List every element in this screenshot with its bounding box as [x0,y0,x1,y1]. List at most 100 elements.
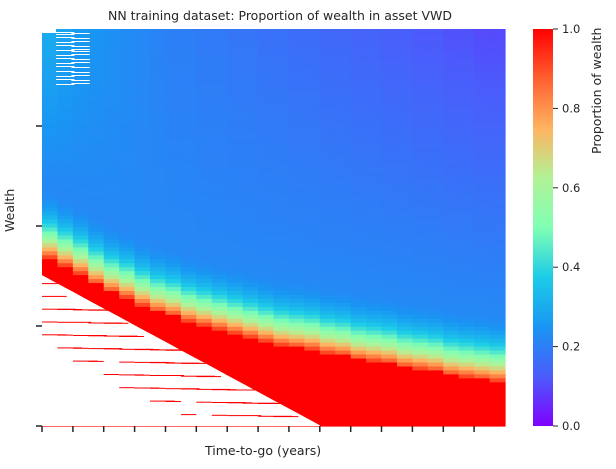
heatmap-cell [196,338,213,344]
heatmap-cell [227,283,244,288]
heatmap-cell [412,306,429,312]
heatmap-cell [211,52,228,58]
heatmap-cell [211,29,228,34]
heatmap-cell [489,251,506,256]
heatmap-cell [319,378,336,383]
heatmap-cell [119,167,136,173]
heatmap-cell [196,195,213,201]
heatmap-cell [396,227,413,233]
heatmap-cell [443,32,460,38]
heatmap-cell [88,156,105,161]
heatmap-cell [242,219,259,225]
heatmap-cell [119,275,136,280]
heatmap-cell [304,271,321,276]
heatmap-cell [489,156,506,161]
heatmap-cell [443,44,460,50]
heatmap-cell [335,132,352,137]
heatmap-cell [304,191,321,197]
heatmap-cell [412,136,429,141]
heatmap-cell [304,152,321,157]
heatmap-cell [350,330,367,336]
heatmap-cell [335,76,352,82]
heatmap-cell [258,163,275,169]
heatmap-cell [304,410,321,415]
heatmap-cell [443,175,460,181]
heatmap-cell [288,259,305,264]
heatmap-cell [57,76,74,82]
heatmap-cell [180,76,197,82]
heatmap-cell [242,187,259,193]
heatmap-cell [242,259,259,264]
heatmap-cell [396,124,413,129]
heatmap-cell [474,422,491,427]
heatmap-cell [458,219,475,225]
heatmap-cell [258,338,275,344]
heatmap-cell [381,251,398,256]
heatmap-cell [443,302,460,308]
heatmap-cell [242,40,259,46]
heatmap-cell [458,378,475,383]
heatmap-cell [72,136,89,141]
heatmap-cell [304,358,321,364]
heatmap-cell [150,167,167,173]
heatmap-cell [72,251,89,256]
heatmap-cell [150,100,167,106]
heatmap-cell [134,263,151,268]
heatmap-cell [381,211,398,217]
heatmap-cell [150,160,167,165]
heatmap-cell [412,362,429,368]
data-streak [42,295,67,297]
colorbar [533,29,553,426]
heatmap-cell [350,36,367,42]
heatmap-cell [180,199,197,205]
heatmap-cell [242,144,259,149]
heatmap-cell [335,112,352,117]
heatmap-cell [412,287,429,292]
heatmap-cell [119,183,136,189]
heatmap-cell [489,275,506,280]
heatmap-cell [458,422,475,427]
heatmap-cell [396,104,413,109]
heatmap-cell [288,124,305,129]
heatmap-cell [72,152,89,157]
heatmap-cell [196,60,213,66]
heatmap-cell [319,227,336,233]
heatmap-cell [366,116,383,121]
heatmap-cell [211,167,228,173]
heatmap-cell [319,279,336,284]
heatmap-cell [196,275,213,280]
heatmap-cell [227,342,244,348]
heatmap-cell [211,44,228,50]
heatmap-cell [88,56,105,62]
heatmap-cell [335,187,352,193]
data-streak [56,32,75,33]
heatmap-cell [366,414,383,419]
heatmap-cell [258,318,275,324]
heatmap-cell [288,68,305,74]
heatmap-cell [319,358,336,364]
heatmap-cell [273,144,290,149]
heatmap-cell [57,199,74,205]
heatmap-cell [396,211,413,217]
heatmap-cell [119,318,136,324]
heatmap-cell [273,167,290,173]
heatmap-cell [304,334,321,340]
heatmap-cell [458,334,475,340]
heatmap-cell [258,302,275,308]
heatmap-cell [103,56,120,62]
heatmap-cell [242,310,259,316]
heatmap-cell [381,314,398,320]
data-streak [71,62,90,63]
heatmap-cell [474,267,491,272]
heatmap-cell [119,152,136,157]
heatmap-cell [396,346,413,352]
heatmap-cell [304,275,321,280]
heatmap-cell [211,140,228,145]
heatmap-cell [288,223,305,229]
heatmap-cell [489,183,506,189]
heatmap-cell [319,263,336,268]
heatmap-cell [242,52,259,58]
heatmap-cell [72,211,89,217]
heatmap-cell [273,279,290,284]
heatmap-cell [366,354,383,360]
